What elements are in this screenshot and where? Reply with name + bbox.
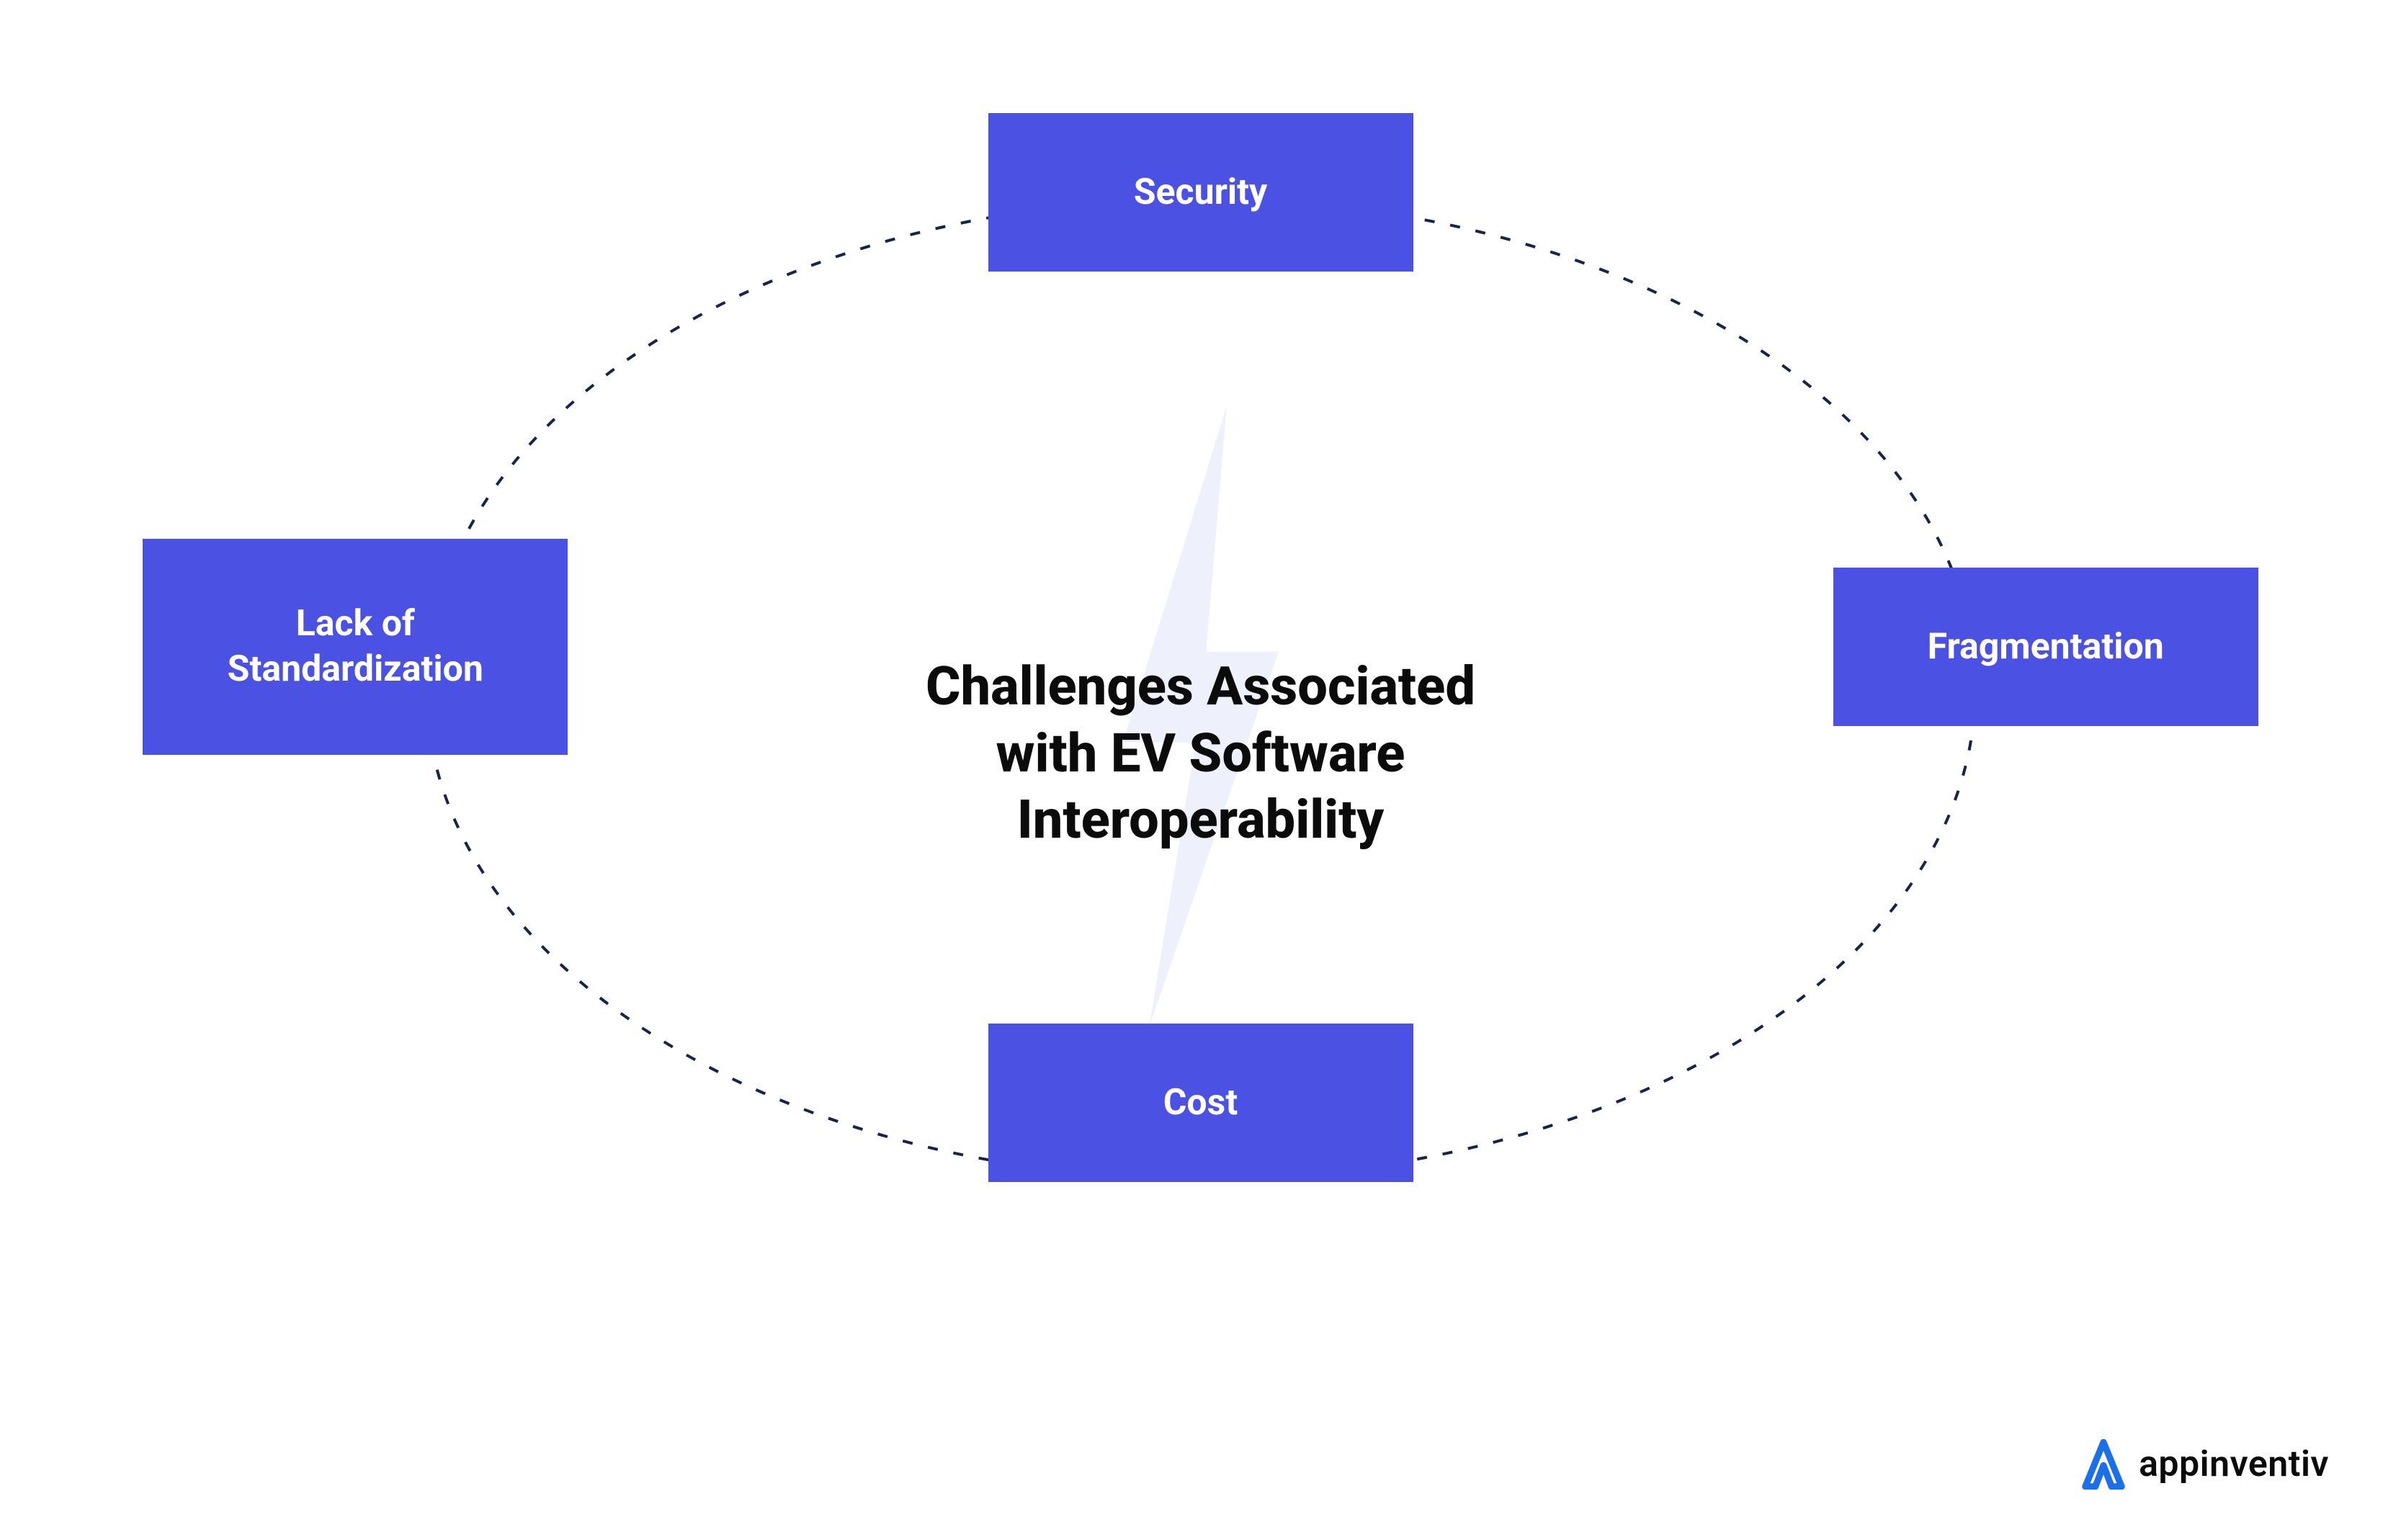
- node-top: Security: [988, 113, 1413, 272]
- center-title: Challenges Associated with EV Software I…: [926, 654, 1475, 854]
- node-label: Fragmentation: [1928, 624, 2164, 670]
- logo-text: appinventiv: [2139, 1443, 2329, 1485]
- node-right: Fragmentation: [1833, 568, 2258, 726]
- logo: appinventiv: [2078, 1439, 2329, 1490]
- node-label: Cost: [1163, 1080, 1238, 1126]
- node-label: Security: [1134, 170, 1267, 215]
- node-label: Lack of Standardization: [228, 601, 483, 691]
- logo-mark-icon: [2078, 1439, 2129, 1490]
- diagram-canvas: Challenges Associated with EV Software I…: [0, 0, 2401, 1540]
- node-left: Lack of Standardization: [143, 539, 568, 755]
- node-bottom: Cost: [988, 1024, 1413, 1182]
